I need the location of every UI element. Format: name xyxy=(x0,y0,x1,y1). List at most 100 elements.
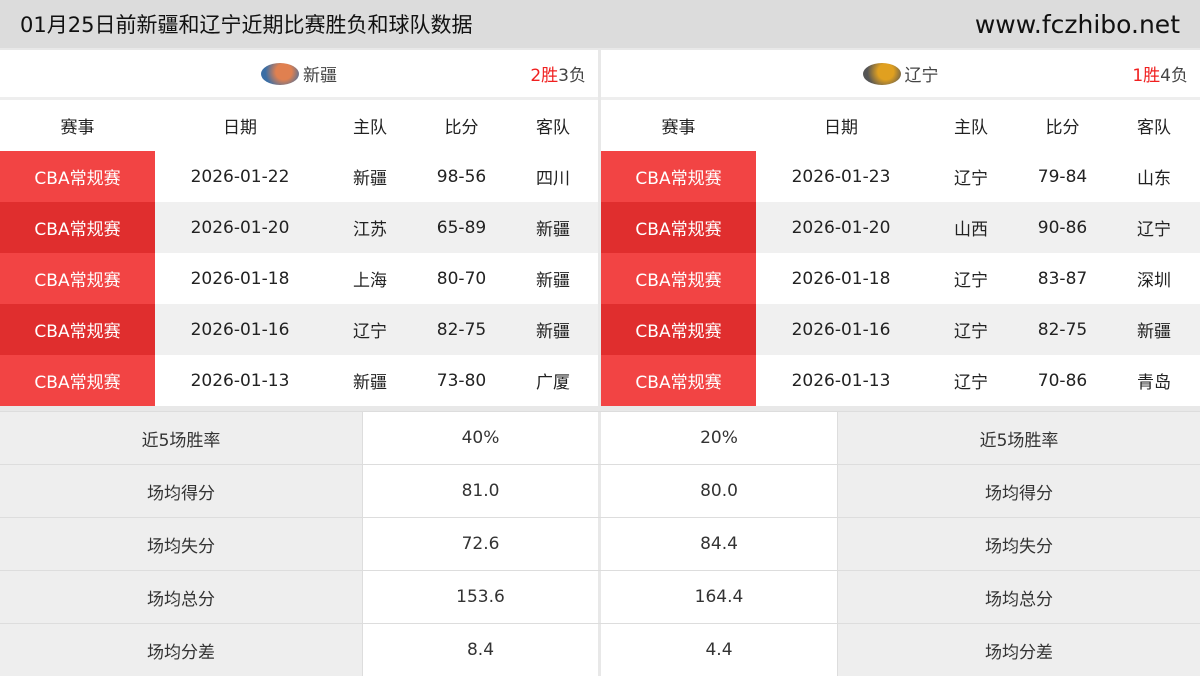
match-row[interactable]: CBA常规赛 2026-01-16 辽宁 82-75 新疆 xyxy=(601,304,1200,355)
away-team[interactable]: 新疆 xyxy=(536,271,570,291)
stat-label: 场均失分 xyxy=(837,518,1200,570)
home-team[interactable]: 新疆 xyxy=(353,169,387,189)
stat-row: 场均总分 153.6 164.4 场均总分 xyxy=(0,570,1200,623)
stat-right-value: 4.4 xyxy=(601,624,837,676)
stat-row: 场均失分 72.6 84.4 场均失分 xyxy=(0,517,1200,570)
league-badge[interactable]: CBA常规赛 xyxy=(601,151,756,202)
page-header: 01月25日前新疆和辽宁近期比赛胜负和球队数据 www.fczhibo.net xyxy=(0,0,1200,48)
column-header: 比分 xyxy=(1045,118,1080,138)
home-team[interactable]: 山西 xyxy=(954,220,988,240)
score: 98-56 xyxy=(436,166,487,187)
match-row[interactable]: CBA常规赛 2026-01-13 新疆 73-80 广厦 xyxy=(0,355,598,406)
away-team[interactable]: 辽宁 xyxy=(1137,220,1171,240)
stat-left-value: 8.4 xyxy=(362,624,598,676)
stat-label: 场均总分 xyxy=(0,571,362,623)
stat-row: 近5场胜率 40% 20% 近5场胜率 xyxy=(0,411,1200,464)
score: 82-75 xyxy=(436,319,487,340)
stat-label: 场均总分 xyxy=(837,571,1200,623)
score: 73-80 xyxy=(436,370,487,391)
team-record: 1胜4负 xyxy=(1132,61,1188,86)
match-date: 2026-01-16 xyxy=(791,319,891,340)
stat-right-value: 164.4 xyxy=(601,571,837,623)
score: 80-70 xyxy=(436,268,487,289)
league-badge[interactable]: CBA常规赛 xyxy=(0,202,155,253)
match-date: 2026-01-13 xyxy=(791,370,891,391)
left-team-panel: 新疆 2胜3负 赛事 日期 主队 比分 客队 CBA常规赛 2026-01-22 新疆 … xyxy=(0,50,598,406)
stat-right-value: 84.4 xyxy=(601,518,837,570)
column-header: 比分 xyxy=(444,118,479,138)
team-name[interactable]: 新疆 xyxy=(303,66,337,86)
league-badge[interactable]: CBA常规赛 xyxy=(601,355,756,406)
match-date: 2026-01-23 xyxy=(791,166,891,187)
league-badge[interactable]: CBA常规赛 xyxy=(0,151,155,202)
column-header: 主队 xyxy=(954,118,988,138)
site-url[interactable]: www.fczhibo.net xyxy=(974,9,1180,39)
stat-row: 场均得分 81.0 80.0 场均得分 xyxy=(0,464,1200,517)
stat-left-value: 40% xyxy=(362,412,598,464)
stat-label: 场均得分 xyxy=(0,465,362,517)
score: 83-87 xyxy=(1037,268,1088,289)
column-headers: 赛事 日期 主队 比分 客队 xyxy=(601,100,1200,151)
away-team[interactable]: 深圳 xyxy=(1137,271,1171,291)
match-date: 2026-01-18 xyxy=(190,268,290,289)
match-row[interactable]: CBA常规赛 2026-01-22 新疆 98-56 四川 xyxy=(0,151,598,202)
league-badge[interactable]: CBA常规赛 xyxy=(0,355,155,406)
match-row[interactable]: CBA常规赛 2026-01-16 辽宁 82-75 新疆 xyxy=(0,304,598,355)
match-row[interactable]: CBA常规赛 2026-01-18 上海 80-70 新疆 xyxy=(0,253,598,304)
score: 70-86 xyxy=(1037,370,1088,391)
match-row[interactable]: CBA常规赛 2026-01-20 江苏 65-89 新疆 xyxy=(0,202,598,253)
league-badge[interactable]: CBA常规赛 xyxy=(601,253,756,304)
away-team[interactable]: 山东 xyxy=(1137,169,1171,189)
match-date: 2026-01-16 xyxy=(190,319,290,340)
column-header: 日期 xyxy=(223,118,257,138)
stat-right-value: 80.0 xyxy=(601,465,837,517)
match-date: 2026-01-20 xyxy=(190,217,290,238)
column-header: 赛事 xyxy=(60,118,95,138)
column-header: 客队 xyxy=(536,118,570,138)
home-team[interactable]: 辽宁 xyxy=(954,271,988,291)
away-team[interactable]: 新疆 xyxy=(1137,322,1171,342)
match-row[interactable]: CBA常规赛 2026-01-23 辽宁 79-84 山东 xyxy=(601,151,1200,202)
league-badge[interactable]: CBA常规赛 xyxy=(0,304,155,355)
away-team[interactable]: 广厦 xyxy=(536,373,570,393)
match-row[interactable]: CBA常规赛 2026-01-13 辽宁 70-86 青岛 xyxy=(601,355,1200,406)
score: 65-89 xyxy=(436,217,487,238)
stat-label: 近5场胜率 xyxy=(837,412,1200,464)
home-team[interactable]: 辽宁 xyxy=(353,322,387,342)
stat-label: 近5场胜率 xyxy=(0,412,362,464)
losses: 3负 xyxy=(558,66,586,86)
stat-right-value: 20% xyxy=(601,412,837,464)
wins: 1胜 xyxy=(1132,66,1161,86)
team-name[interactable]: 辽宁 xyxy=(904,66,939,86)
match-date: 2026-01-13 xyxy=(190,370,290,391)
score: 90-86 xyxy=(1037,217,1088,238)
column-header: 日期 xyxy=(824,118,858,138)
home-team[interactable]: 江苏 xyxy=(353,220,387,240)
away-team[interactable]: 新疆 xyxy=(536,220,570,240)
stat-label: 场均得分 xyxy=(837,465,1200,517)
stats-table: 近5场胜率 40% 20% 近5场胜率 场均得分 81.0 80.0 场均得分 … xyxy=(0,411,1200,676)
stat-label: 场均分差 xyxy=(0,624,362,676)
stat-label: 场均分差 xyxy=(837,624,1200,676)
stat-left-value: 72.6 xyxy=(362,518,598,570)
home-team[interactable]: 上海 xyxy=(353,271,387,291)
away-team[interactable]: 新疆 xyxy=(536,322,570,342)
score: 82-75 xyxy=(1037,319,1088,340)
league-badge[interactable]: CBA常规赛 xyxy=(601,304,756,355)
home-team[interactable]: 辽宁 xyxy=(954,322,988,342)
match-row[interactable]: CBA常规赛 2026-01-20 山西 90-86 辽宁 xyxy=(601,202,1200,253)
match-date: 2026-01-22 xyxy=(190,166,290,187)
match-row[interactable]: CBA常规赛 2026-01-18 辽宁 83-87 深圳 xyxy=(601,253,1200,304)
away-team[interactable]: 青岛 xyxy=(1137,373,1171,393)
home-team[interactable]: 辽宁 xyxy=(954,169,988,189)
home-team[interactable]: 辽宁 xyxy=(954,373,988,393)
stat-row: 场均分差 8.4 4.4 场均分差 xyxy=(0,623,1200,676)
league-badge[interactable]: CBA常规赛 xyxy=(601,202,756,253)
home-team[interactable]: 新疆 xyxy=(353,373,387,393)
stat-left-value: 81.0 xyxy=(362,465,598,517)
match-date: 2026-01-18 xyxy=(791,268,891,289)
team-header: 新疆 2胜3负 xyxy=(0,50,598,100)
league-badge[interactable]: CBA常规赛 xyxy=(0,253,155,304)
right-team-panel: 辽宁 1胜4负 赛事 日期 主队 比分 客队 CBA常规赛 2026-01-23 辽宁 … xyxy=(601,50,1200,406)
away-team[interactable]: 四川 xyxy=(536,169,570,189)
